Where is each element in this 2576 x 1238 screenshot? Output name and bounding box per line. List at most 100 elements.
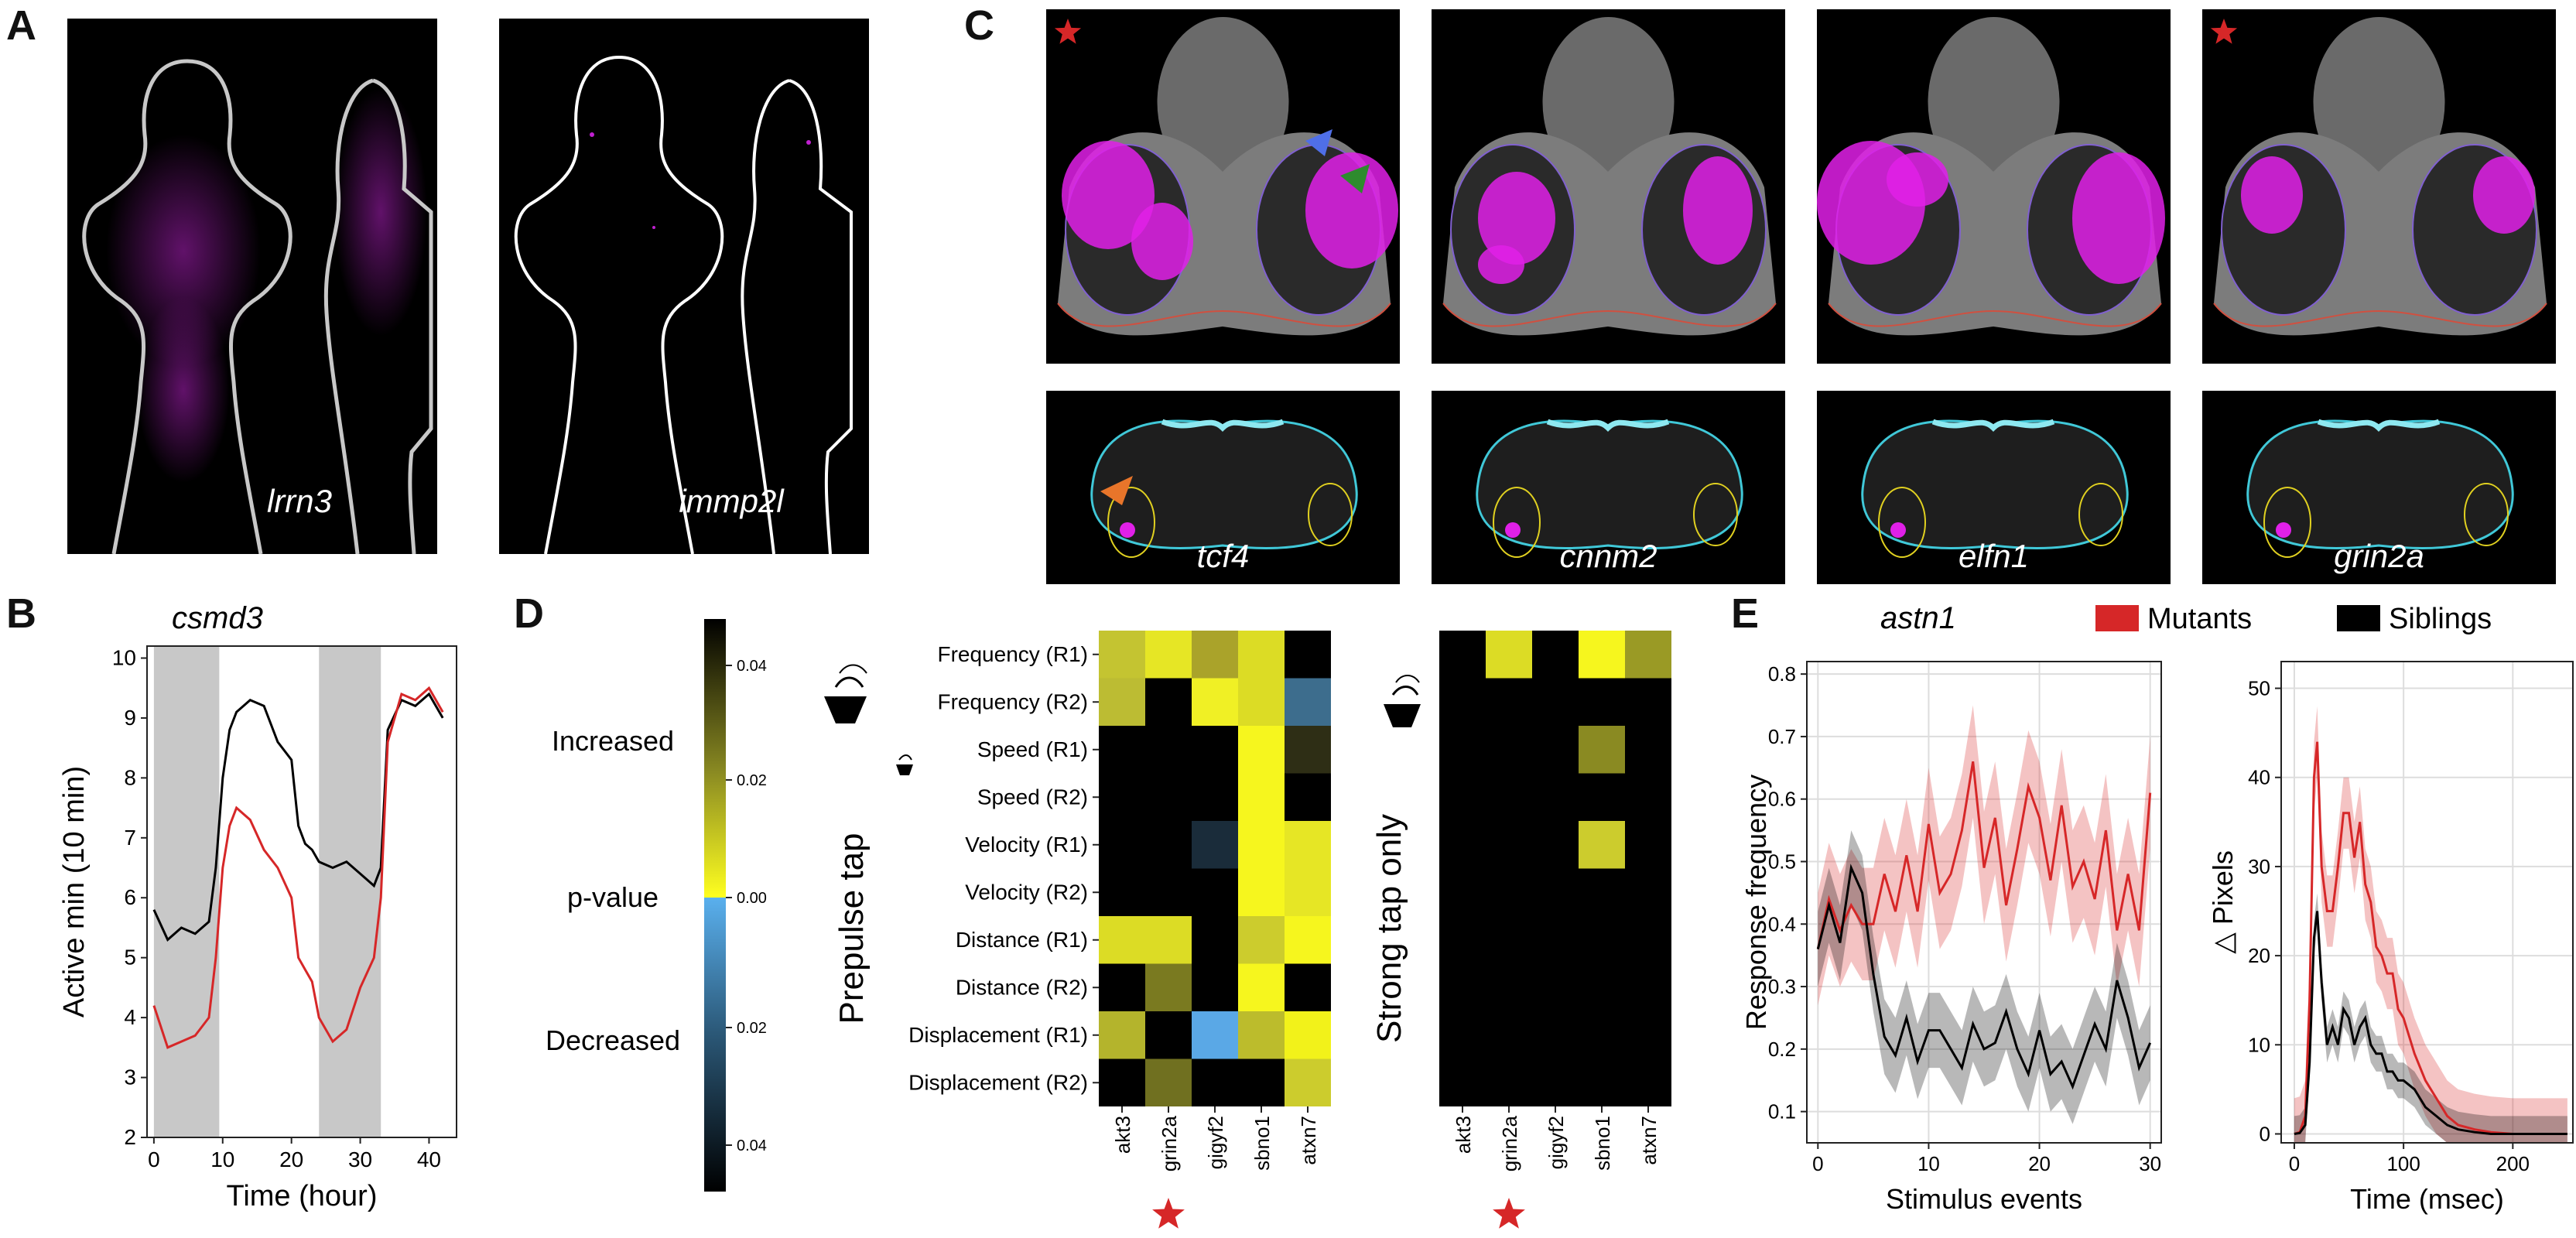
response-chart-x-tick-label: 20	[2028, 1152, 2051, 1175]
y-tick-label: 10	[112, 645, 136, 669]
heatmap-strong-cell	[1625, 726, 1671, 774]
brain-lobe	[2313, 17, 2445, 187]
forebrain-svg	[1054, 17, 1398, 336]
x-axis-label: Time (hour)	[227, 1180, 378, 1212]
heatmap-strong-cell	[1625, 916, 1671, 964]
heatmap-strong-cell	[1579, 916, 1625, 964]
gene-label-tcf4: tcf4	[1197, 538, 1250, 574]
response-chart-band-1	[1818, 830, 2150, 1124]
forebrain-image-1	[1432, 9, 1785, 364]
heatmap-strong-cell	[1439, 1011, 1486, 1059]
forebrain-image-3	[2202, 9, 2556, 364]
pixels-chart-y-tick-label: 10	[2248, 1033, 2270, 1056]
heatmap-prepulse-cell	[1238, 773, 1285, 821]
brain-image-lrrn3: lrrn3	[67, 19, 437, 555]
colorbar-tick-label: 0.04	[737, 658, 767, 675]
speaker-wave-icon	[1395, 675, 1420, 683]
y-tick-label: 8	[124, 765, 136, 789]
pixels-chart-band-0	[2294, 706, 2567, 1143]
magenta-signal	[1062, 141, 1155, 249]
heatmap-prepulse-cell	[1238, 868, 1285, 916]
colorbar-increased	[704, 619, 726, 898]
response-chart-x-tick-label: 0	[1812, 1152, 1823, 1175]
legend-swatch-siblings	[2337, 605, 2380, 631]
heatmap-prepulse-cell	[1192, 1011, 1238, 1059]
hindbrain-image-0: tcf4	[1046, 391, 1400, 584]
heatmap-prepulse-cell	[1099, 726, 1145, 774]
heatmap-strong-cell	[1439, 631, 1486, 679]
heatmap-prepulse-cell	[1192, 678, 1238, 726]
hindbrain-image-1: cnnm2	[1432, 391, 1785, 584]
heatmap-prepulse-cell	[1238, 726, 1285, 774]
heatmap-prepulse-cell	[1238, 631, 1285, 679]
forebrain-svg	[1442, 17, 1777, 336]
orange-arrowhead-icon	[1100, 476, 1133, 505]
heatmap-prepulse-cell	[1285, 631, 1331, 679]
heatmap-prepulse-cell	[1285, 678, 1331, 726]
row-label: Distance (R2)	[956, 975, 1088, 999]
heatmap-strong-cell	[1579, 821, 1625, 869]
chart-title: csmd3	[172, 601, 263, 635]
pixels-chart-line-1	[2294, 911, 2567, 1135]
heatmap-prepulse-cell	[1099, 631, 1145, 679]
heatmap-strong-cell	[1439, 963, 1486, 1011]
pixels-chart-x-tick-label: 0	[2289, 1152, 2300, 1175]
speaker-wave-icon	[839, 664, 867, 674]
response-chart-line-0	[1816, 761, 2152, 949]
row-label: Speed (R2)	[977, 785, 1088, 809]
heatmap-strong-col-label: akt3	[1452, 1116, 1475, 1154]
row-label: Frequency (R2)	[937, 689, 1088, 713]
heatmap-strong-cell	[1625, 1011, 1671, 1059]
heatmap-prepulse-col-label: akt3	[1111, 1116, 1134, 1154]
heatmap-strong-cell	[1625, 821, 1671, 869]
magenta-signal	[2473, 156, 2535, 234]
panel-letter-d: D	[514, 590, 544, 637]
heatmap-strong-cell	[1439, 726, 1486, 774]
colorbar-decreased	[704, 898, 726, 1192]
right-nucleus	[1308, 483, 1353, 546]
gene-label-grin2a: grin2a	[2334, 538, 2424, 574]
row-label: Speed (R1)	[977, 737, 1088, 761]
response-chart-y-axis-label: Response frequency	[1740, 775, 1772, 1030]
heatmap-strong-cell	[1486, 963, 1532, 1011]
row-label: Velocity (R1)	[965, 833, 1088, 857]
hindbrain-ridge	[1161, 419, 1285, 432]
heatmap-prepulse-cell	[1192, 773, 1238, 821]
heatmap-prepulse-cell	[1285, 1058, 1331, 1106]
heatmap-strong-cell	[1486, 678, 1532, 726]
heatmap-strong-cell	[1579, 726, 1625, 774]
x-tick-label: 0	[148, 1147, 160, 1171]
response-chart-y-tick-label: 0.2	[1768, 1038, 1796, 1061]
y-tick-label: 4	[124, 1005, 136, 1029]
heatmap-strong-cell	[1439, 821, 1486, 869]
magenta-signal	[1890, 522, 1906, 538]
y-tick-label: 2	[124, 1125, 136, 1149]
heatmap-strong-cell	[1532, 821, 1579, 869]
response-chart-band-0	[1818, 705, 2150, 1006]
outline-red	[2213, 303, 2547, 327]
response-chart-y-tick-label: 0.6	[1768, 788, 1796, 811]
heatmap-prepulse-cell	[1238, 963, 1285, 1011]
prepulse-title: Prepulse tap	[833, 833, 871, 1024]
heatmap-strong-cell	[1532, 1058, 1579, 1106]
brain-image-immp2l: immp2l	[499, 19, 869, 555]
response-chart-y-tick-label: 0.8	[1768, 662, 1796, 686]
magenta-signal	[1505, 522, 1521, 538]
right-nucleus	[2464, 483, 2509, 546]
forebrain-svg	[2210, 17, 2547, 336]
heatmap-prepulse-cell	[1145, 773, 1192, 821]
pixels-chart-y-tick-label: 30	[2248, 855, 2270, 878]
heatmap-prepulse-cell	[1192, 1058, 1238, 1106]
heatmap-strong-cell	[1625, 868, 1671, 916]
row-label: Frequency (R1)	[937, 642, 1088, 666]
panel-letter-e: E	[1731, 590, 1760, 637]
heatmap-strong-cell	[1579, 773, 1625, 821]
brain-outline-immp2l	[514, 56, 853, 555]
left-nucleus	[2263, 487, 2311, 558]
heatmap-prepulse-cell	[1238, 821, 1285, 869]
heatmap-prepulse-cell	[1238, 678, 1285, 726]
pixels-chart-y-axis-label: △ Pixels	[2207, 850, 2239, 954]
right-nucleus	[2078, 483, 2123, 546]
heatmap-prepulse-cell	[1285, 726, 1331, 774]
red-star-icon	[1493, 1198, 1525, 1229]
